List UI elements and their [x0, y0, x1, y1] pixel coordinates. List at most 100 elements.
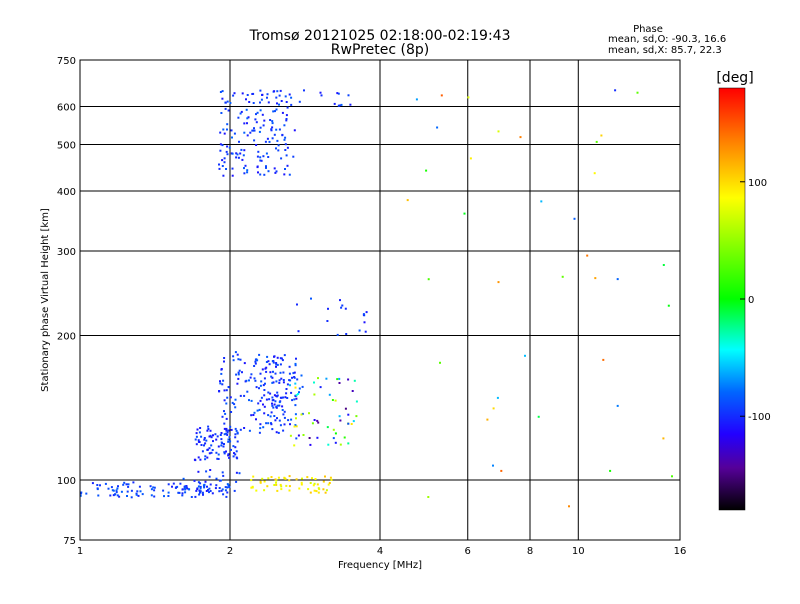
- x-tick-label: 2: [227, 546, 233, 557]
- data-point: [232, 445, 235, 448]
- data-point: [277, 476, 280, 479]
- data-point: [207, 488, 209, 491]
- data-point: [268, 398, 271, 401]
- data-point: [199, 485, 202, 488]
- data-point: [225, 495, 228, 498]
- data-point: [264, 382, 266, 385]
- data-point: [271, 396, 274, 399]
- data-point: [280, 157, 283, 160]
- data-point: [187, 488, 190, 491]
- data-point: [255, 489, 258, 492]
- data-point: [316, 483, 319, 486]
- data-point: [206, 485, 208, 488]
- data-point: [237, 377, 240, 380]
- data-point: [233, 92, 236, 95]
- y-tick-label: 300: [57, 247, 76, 258]
- data-point: [294, 382, 297, 385]
- data-point: [311, 422, 314, 425]
- data-point: [181, 494, 184, 497]
- data-point: [253, 139, 256, 142]
- data-point: [352, 420, 355, 423]
- data-point: [199, 491, 201, 494]
- data-point: [319, 91, 322, 94]
- data-point: [221, 144, 224, 147]
- data-point: [196, 428, 199, 431]
- data-point: [248, 399, 250, 402]
- data-point: [150, 494, 153, 497]
- data-point: [190, 496, 193, 498]
- data-point: [234, 427, 237, 430]
- data-point: [259, 384, 262, 387]
- data-point: [283, 124, 286, 127]
- data-point: [266, 96, 268, 99]
- data-point: [263, 405, 266, 408]
- data-point: [234, 433, 237, 436]
- data-point: [110, 486, 113, 489]
- data-point: [496, 396, 499, 399]
- data-point: [209, 469, 212, 471]
- data-point: [167, 495, 170, 497]
- y-tick-label: 500: [57, 141, 76, 152]
- data-point: [218, 167, 221, 170]
- data-point: [231, 152, 234, 155]
- x-axis-label: Frequency [MHz]: [338, 560, 422, 571]
- data-point: [278, 401, 281, 404]
- data-point: [207, 425, 210, 428]
- data-point: [293, 371, 296, 374]
- data-point: [266, 137, 269, 140]
- data-point: [255, 113, 257, 116]
- data-point: [275, 96, 278, 99]
- data-point: [586, 254, 589, 257]
- data-point: [251, 486, 254, 489]
- data-point: [224, 489, 227, 492]
- data-point: [205, 490, 208, 492]
- data-point: [349, 103, 352, 106]
- data-point: [248, 101, 251, 103]
- data-point: [316, 419, 319, 422]
- data-point: [220, 432, 223, 434]
- data-point: [271, 137, 274, 140]
- data-point: [195, 432, 198, 435]
- data-point: [220, 438, 223, 441]
- data-point: [326, 320, 329, 322]
- data-point: [96, 487, 99, 490]
- data-point: [280, 357, 283, 360]
- data-point: [243, 122, 246, 125]
- data-point: [288, 475, 291, 478]
- data-point: [150, 488, 153, 491]
- grid-lines: [80, 60, 680, 540]
- data-point: [179, 482, 182, 485]
- data-point: [162, 489, 165, 492]
- data-point: [497, 130, 500, 133]
- data-point: [109, 494, 112, 497]
- data-point: [117, 485, 119, 488]
- data-point: [219, 434, 222, 436]
- data-point: [248, 379, 250, 382]
- data-point: [284, 149, 287, 151]
- data-point: [327, 483, 330, 486]
- data-point: [288, 93, 291, 96]
- data-point: [274, 478, 277, 481]
- data-point: [285, 114, 288, 117]
- data-point: [463, 212, 466, 215]
- data-point: [163, 495, 165, 498]
- data-point: [231, 174, 234, 177]
- data-point: [295, 397, 298, 400]
- data-point: [130, 496, 133, 499]
- data-point: [298, 387, 301, 390]
- data-point: [314, 478, 317, 480]
- data-point: [223, 452, 226, 455]
- data-point: [273, 394, 276, 397]
- data-point: [241, 158, 244, 161]
- data-point: [278, 103, 280, 106]
- data-point: [616, 278, 619, 281]
- data-point: [278, 381, 281, 384]
- data-point: [288, 479, 291, 482]
- data-point: [221, 165, 224, 167]
- data-point: [294, 364, 297, 367]
- data-point: [199, 487, 202, 490]
- data-point: [238, 140, 240, 143]
- data-point: [337, 92, 340, 95]
- plot-frame: [79, 59, 681, 541]
- data-point: [266, 93, 269, 96]
